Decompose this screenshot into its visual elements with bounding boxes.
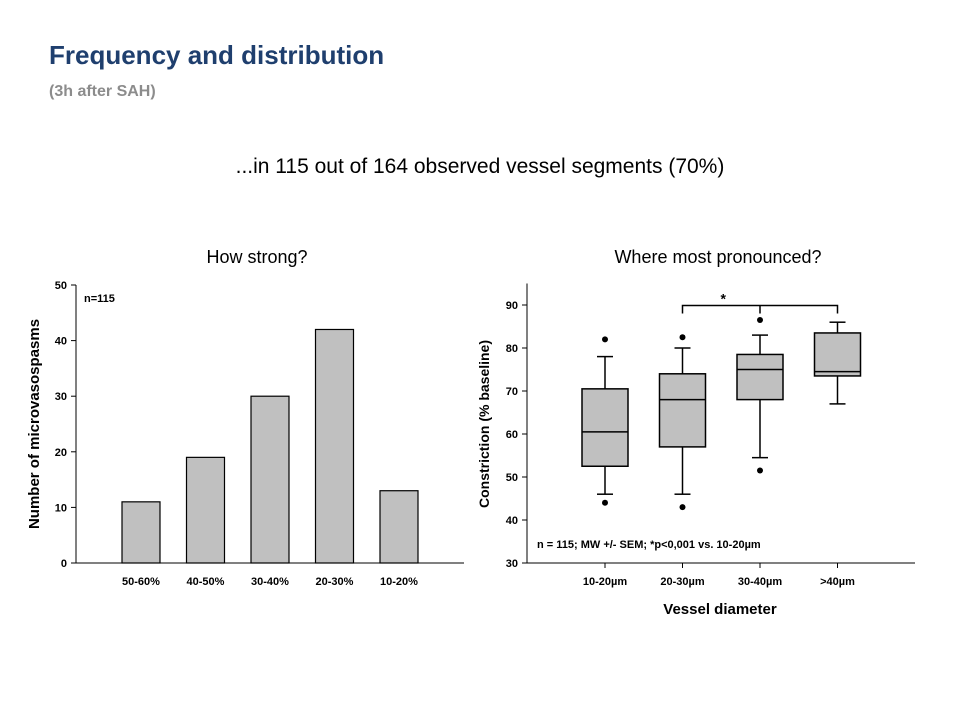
box-y-tick-label: 30 xyxy=(506,558,518,570)
box-30-40µm xyxy=(736,353,784,401)
box-y-tick-label: 60 xyxy=(506,429,518,441)
outlier-point xyxy=(679,334,686,341)
box-y-tick-label: 80 xyxy=(506,343,518,355)
slide-headline: ...in 115 out of 164 observed vessel seg… xyxy=(235,155,725,178)
box-x-tick-label: 10-20µm xyxy=(583,576,627,588)
bar-x-tick-label: 20-30% xyxy=(316,576,354,588)
bar-y-tick-label: 50 xyxy=(55,280,67,292)
bar-20-30% xyxy=(314,328,355,564)
bar-x-tick-label: 50-60% xyxy=(122,576,160,588)
bar-y-tick-label: 10 xyxy=(55,502,67,514)
bar-x-tick-label: 30-40% xyxy=(251,576,289,588)
bar-y-tick-label: 0 xyxy=(61,558,67,570)
box-10-20µm xyxy=(581,388,629,468)
box-chart-title: Where most pronounced? xyxy=(614,247,821,267)
box-y-tick-label: 40 xyxy=(506,515,518,527)
bar-chart-ylabel: Number of microvasospasms xyxy=(26,319,43,529)
box-y-tick-label: 70 xyxy=(506,386,518,398)
bar-x-tick-label: 40-50% xyxy=(187,576,225,588)
bar-y-tick-label: 20 xyxy=(55,447,67,459)
box-x-tick-label: 30-40µm xyxy=(738,576,782,588)
box-chart-xlabel: Vessel diameter xyxy=(663,601,777,618)
bar-y-tick-label: 40 xyxy=(55,336,67,348)
outlier-point xyxy=(757,317,763,324)
box-20-30µm xyxy=(658,373,707,448)
outlier-point xyxy=(602,336,608,343)
bar-x-tick-label: 10-20% xyxy=(380,576,418,588)
outlier-point xyxy=(679,504,686,511)
box-y-tick-label: 50 xyxy=(506,472,518,484)
slide-title: Frequency and distribution xyxy=(49,40,385,70)
bar-30-40% xyxy=(250,395,290,564)
bar-y-tick-label: 30 xyxy=(55,391,67,403)
box->40µm xyxy=(813,332,862,377)
significance-marker: * xyxy=(721,291,727,307)
box-chart-annotation: n = 115; MW +/- SEM; *p<0,001 vs. 10-20µ… xyxy=(537,539,761,551)
bar-10-20% xyxy=(379,490,419,564)
bar-50-60% xyxy=(121,501,161,564)
outlier-point xyxy=(757,467,763,474)
bar-40-50% xyxy=(185,456,226,564)
box-x-tick-label: 20-30µm xyxy=(660,576,704,588)
bar-chart-annotation: n=115 xyxy=(84,293,115,305)
significance-bracket xyxy=(681,304,839,314)
outlier-point xyxy=(602,499,608,506)
slide-subtitle: (3h after SAH) xyxy=(49,83,156,100)
box-y-tick-label: 90 xyxy=(506,300,518,312)
box-chart-ylabel: Constriction (% baseline) xyxy=(476,340,492,508)
bar-chart-title: How strong? xyxy=(206,247,307,267)
box-x-tick-label: >40µm xyxy=(820,576,855,588)
